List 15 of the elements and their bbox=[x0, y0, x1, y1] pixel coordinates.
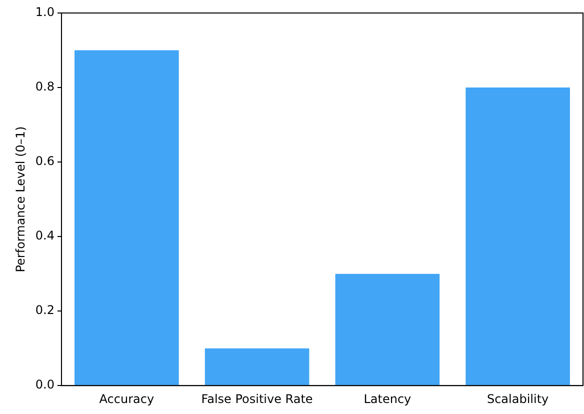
y-axis-title: Performance Level (0–1) bbox=[13, 126, 28, 272]
bar bbox=[335, 274, 440, 386]
x-tick-label: False Positive Rate bbox=[201, 392, 313, 406]
x-tick-label: Scalability bbox=[486, 392, 549, 406]
bar bbox=[74, 50, 179, 386]
y-tick-label: 0.4 bbox=[35, 228, 54, 243]
y-tick-label: 0.2 bbox=[35, 303, 54, 318]
y-tick-label: 1.0 bbox=[35, 5, 54, 20]
y-tick-label: 0.0 bbox=[35, 378, 54, 392]
x-tick-label: Latency bbox=[364, 392, 412, 406]
bar bbox=[204, 348, 310, 386]
y-tick-label: 0.8 bbox=[35, 80, 54, 94]
x-tick-label: Accuracy bbox=[99, 392, 154, 406]
bar bbox=[466, 88, 570, 386]
y-tick-label: 0.6 bbox=[35, 154, 54, 168]
